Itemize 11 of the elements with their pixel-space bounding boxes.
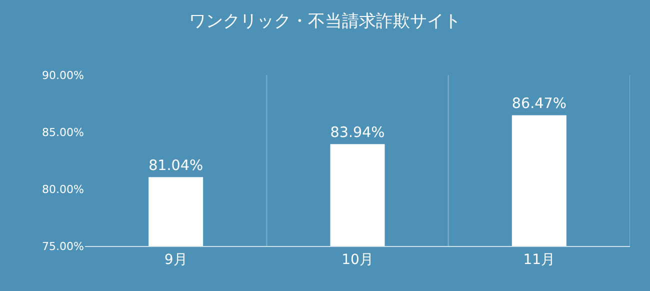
x-tick-label: 10月 — [342, 252, 374, 268]
x-tick-label: 11月 — [523, 252, 556, 268]
chart-title: ワンクリック・不当請求詐欺サイト — [189, 11, 461, 32]
y-tick-label: 80.00% — [42, 182, 84, 196]
x-tick-label: 9月 — [164, 252, 188, 268]
y-tick-label: 75.00% — [42, 240, 84, 253]
data-label: 86.47% — [512, 96, 566, 112]
y-tick-label: 85.00% — [42, 126, 84, 139]
data-label: 81.04% — [148, 158, 204, 174]
data-label: 83.94% — [330, 124, 385, 141]
y-tick-label: 90.00% — [42, 68, 84, 82]
